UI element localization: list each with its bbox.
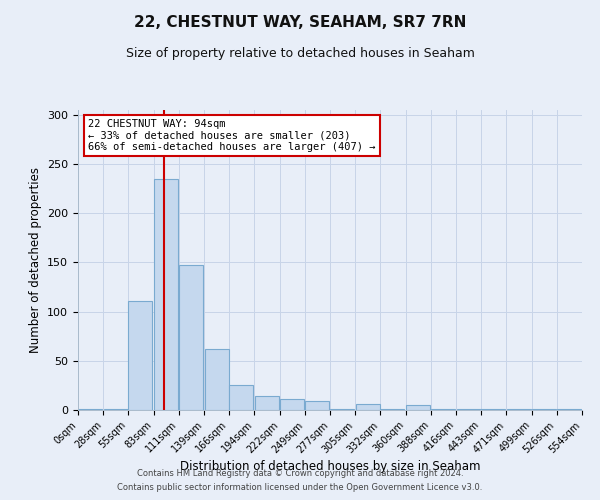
Bar bbox=[380, 409, 404, 410]
Bar bbox=[431, 409, 455, 410]
Bar bbox=[78, 409, 103, 410]
Text: Contains HM Land Registry data © Crown copyright and database right 2024.: Contains HM Land Registry data © Crown c… bbox=[137, 468, 463, 477]
Bar bbox=[104, 409, 128, 410]
Bar bbox=[532, 409, 556, 410]
Bar bbox=[179, 266, 203, 410]
Bar bbox=[128, 301, 152, 410]
Bar bbox=[330, 409, 355, 410]
Text: Contains public sector information licensed under the Open Government Licence v3: Contains public sector information licen… bbox=[118, 484, 482, 492]
Bar bbox=[557, 409, 581, 410]
Bar bbox=[280, 399, 304, 410]
Bar bbox=[305, 401, 329, 410]
Text: Size of property relative to detached houses in Seaham: Size of property relative to detached ho… bbox=[125, 48, 475, 60]
Y-axis label: Number of detached properties: Number of detached properties bbox=[29, 167, 41, 353]
Bar bbox=[406, 405, 430, 410]
Bar bbox=[154, 179, 178, 410]
Bar bbox=[356, 404, 380, 410]
X-axis label: Distribution of detached houses by size in Seaham: Distribution of detached houses by size … bbox=[180, 460, 480, 473]
Bar bbox=[205, 349, 229, 410]
Text: 22, CHESTNUT WAY, SEAHAM, SR7 7RN: 22, CHESTNUT WAY, SEAHAM, SR7 7RN bbox=[134, 15, 466, 30]
Bar bbox=[507, 409, 531, 410]
Bar bbox=[457, 409, 481, 410]
Bar bbox=[229, 386, 253, 410]
Bar bbox=[481, 409, 505, 410]
Bar bbox=[255, 396, 279, 410]
Text: 22 CHESTNUT WAY: 94sqm
← 33% of detached houses are smaller (203)
66% of semi-de: 22 CHESTNUT WAY: 94sqm ← 33% of detached… bbox=[88, 119, 376, 152]
